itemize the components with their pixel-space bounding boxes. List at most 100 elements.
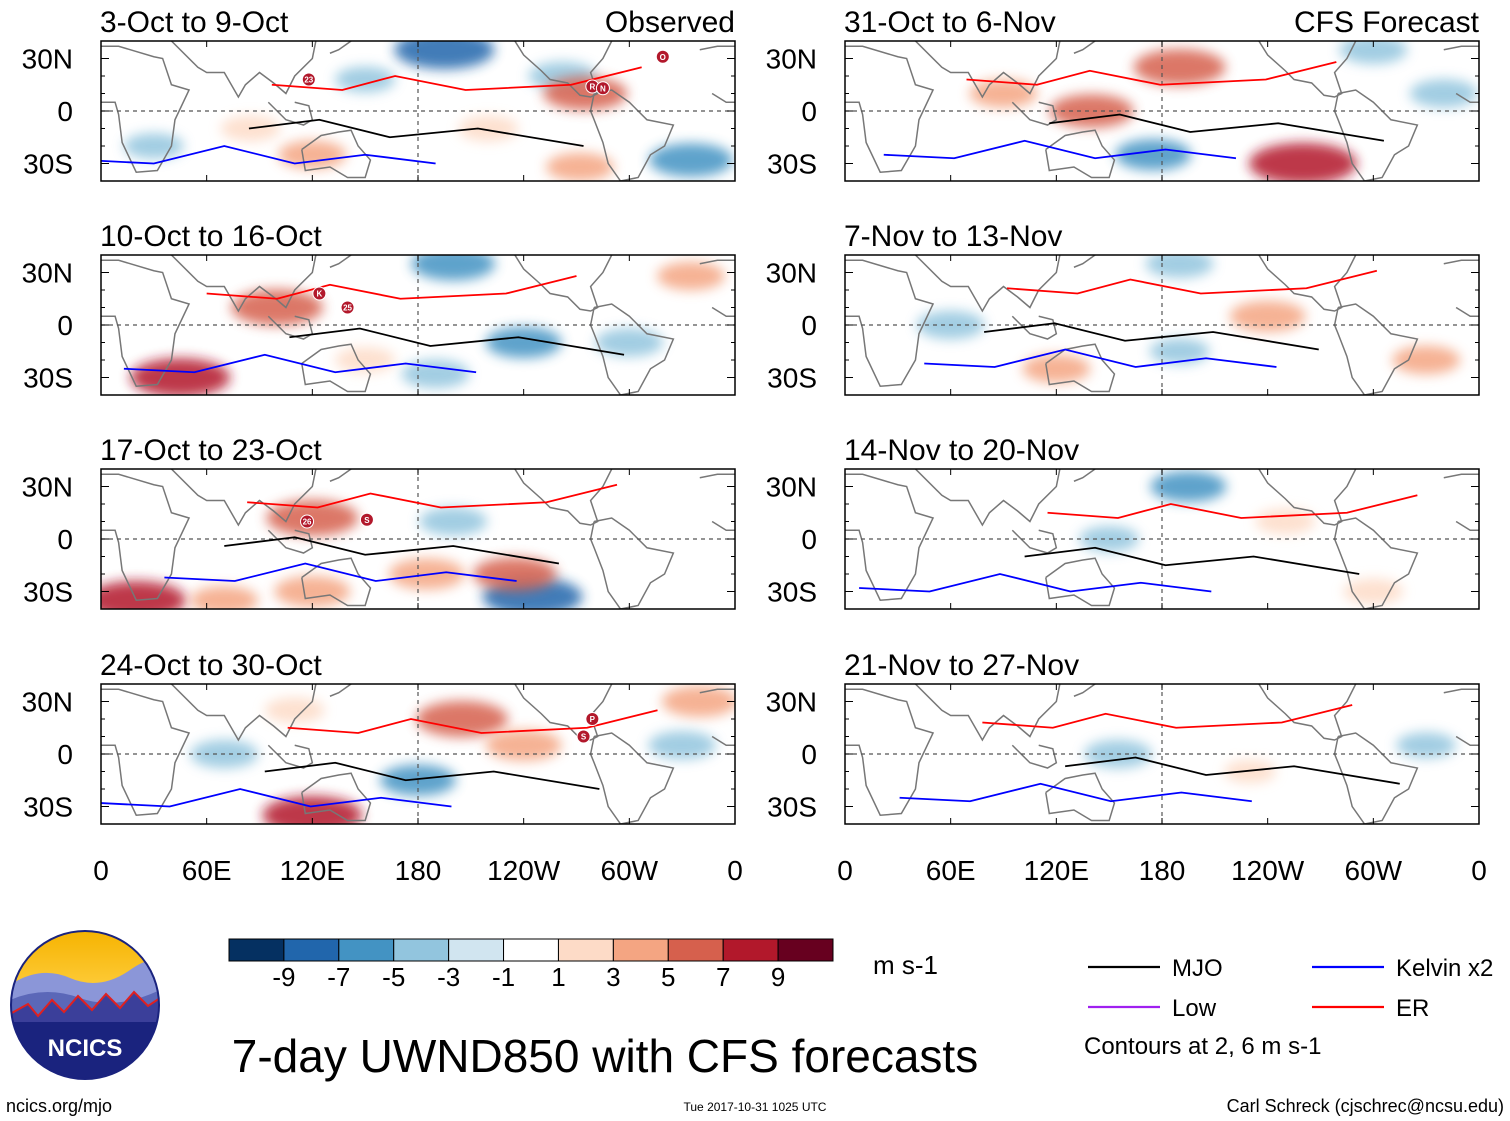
wave-contour — [1065, 756, 1400, 785]
anomaly-blob — [101, 580, 187, 609]
x-axis-tick-labels: 0 60E 120E 180 120W 60W 0 0 60E 120E 180 120W 60W 0 — [93, 855, 1487, 886]
y-tick-label: 30N — [22, 687, 73, 718]
svg-text:S: S — [581, 733, 587, 742]
svg-text:N: N — [600, 84, 606, 93]
figure-title: 7-day UWND850 with CFS forecasts — [232, 1030, 978, 1082]
y-tick-label: 0 — [801, 96, 817, 127]
colorbar-swatch — [393, 938, 450, 962]
coastlines — [845, 469, 1479, 609]
y-tick-label: 30N — [22, 472, 73, 503]
wave-contour — [289, 327, 625, 356]
colorbar-tick-label: 1 — [551, 962, 565, 992]
anomaly-blob — [394, 41, 495, 70]
wave-contour — [206, 275, 577, 300]
anomaly-blob — [485, 729, 562, 761]
wave-contour — [224, 536, 560, 565]
anomaly-blob — [458, 115, 519, 142]
storm-marker: 25 — [340, 300, 355, 315]
colorbar-swatch — [667, 938, 724, 962]
anomaly-blob — [130, 358, 231, 395]
logo-text: NCICS — [48, 1035, 123, 1062]
y-tick-label: 30S — [23, 577, 73, 608]
legend-label: MJO — [1172, 955, 1223, 982]
wave-contour — [859, 573, 1212, 593]
wave-contour — [123, 353, 477, 374]
anomaly-blob — [419, 507, 488, 536]
anomaly-blob — [1150, 471, 1227, 502]
x-tick-label: 60E — [926, 855, 976, 886]
y-tick-label: 0 — [57, 310, 73, 341]
y-tick-label: 30S — [23, 792, 73, 823]
panel-1: 23 R N O 30N 0 30S 3-Oct to 9-Oct Observed — [22, 6, 736, 182]
anomaly-blob — [123, 133, 184, 159]
x-tick-label: 120W — [487, 855, 561, 886]
colorbar-tick-label: 9 — [771, 962, 785, 992]
wave-contour — [966, 61, 1337, 86]
anomaly-blob — [1229, 300, 1306, 332]
legend-label: ER — [1396, 995, 1429, 1022]
y-tick-label: 30S — [767, 577, 817, 608]
storm-marker: 26 — [300, 514, 315, 529]
colorbar-tick-label: 7 — [716, 962, 730, 992]
svg-text:P: P — [590, 715, 596, 724]
coastlines — [845, 41, 1479, 181]
svg-text:S: S — [364, 516, 370, 525]
panel-3: 26 S 30N 0 30S 17-Oct to 23-Oct — [22, 434, 736, 610]
storm-marker: N — [595, 81, 610, 96]
y-tick-label: 30N — [766, 44, 817, 75]
timestamp: Tue 2017-10-31 1025 UTC — [684, 1100, 827, 1114]
anomaly-blob — [190, 586, 259, 609]
column-label: Observed — [605, 6, 735, 39]
wave-contour — [899, 782, 1252, 803]
panel-date-title: 7-Nov to 13-Nov — [844, 220, 1062, 253]
y-tick-label: 0 — [801, 739, 817, 770]
colorbar: -9 -7 -5 -3 -1 1 3 5 7 9 — [228, 938, 834, 992]
storm-marker: K — [312, 286, 327, 301]
colorbar-tick-label: -1 — [492, 962, 515, 992]
y-tick-label: 0 — [57, 524, 73, 555]
anomaly-blob — [1339, 41, 1408, 64]
colorbar-swatch — [612, 938, 669, 962]
anomaly-blob — [1145, 255, 1214, 278]
colorbar-swatch — [557, 938, 614, 962]
panel-5: 30N 0 30S 31-Oct to 6-Nov CFS Forecast — [766, 6, 1480, 182]
wave-contour — [287, 709, 658, 734]
x-tick-label: 60W — [1345, 855, 1403, 886]
panel-7: 30N 0 30S 14-Nov to 20-Nov — [766, 434, 1480, 610]
wave-contour — [1024, 546, 1360, 575]
wave-contour — [101, 145, 436, 165]
anomaly-blob — [1022, 354, 1091, 383]
panel-grid: 23 R N O 30N 0 30S 3-Oct to 9-Oct Observed K 25 30N… — [22, 6, 1480, 825]
wave-contour — [101, 788, 452, 808]
y-tick-label: 30S — [23, 363, 73, 394]
y-tick-label: 30S — [23, 149, 73, 180]
wave-contour — [164, 562, 517, 582]
x-tick-label: 120W — [1231, 855, 1305, 886]
anomaly-blob — [416, 700, 509, 738]
colorbar-tick-label: -7 — [327, 962, 350, 992]
anomaly-blob — [335, 66, 396, 93]
panel-date-title: 24-Oct to 30-Oct — [100, 649, 322, 682]
y-tick-label: 0 — [801, 524, 817, 555]
panel-6: 30N 0 30S 7-Nov to 13-Nov — [766, 220, 1480, 396]
storm-marker: S — [359, 512, 374, 527]
y-tick-label: 30N — [22, 44, 73, 75]
anomaly-blob — [661, 686, 735, 717]
credit: Carl Schreck (cjschrec@ncsu.edu) — [1227, 1096, 1504, 1116]
colorbar-tick-label: 5 — [661, 962, 675, 992]
x-tick-label: 60W — [601, 855, 659, 886]
column-label: CFS Forecast — [1294, 6, 1480, 39]
legend-label: Kelvin x2 — [1396, 955, 1493, 982]
x-tick-label: 0 — [1471, 855, 1487, 886]
x-tick-label: 180 — [395, 855, 442, 886]
website-link[interactable]: ncics.org/mjo — [6, 1096, 112, 1116]
coastlines — [101, 469, 735, 609]
panel-8: 30N 0 30S 21-Nov to 27-Nov — [766, 649, 1480, 825]
y-tick-label: 30S — [767, 149, 817, 180]
panel-2: K 25 30N 0 30S 10-Oct to 16-Oct — [22, 220, 736, 396]
anomaly-blob — [1409, 79, 1478, 108]
wave-contour — [264, 761, 600, 790]
y-tick-label: 30S — [767, 363, 817, 394]
storm-marker: O — [655, 49, 670, 64]
